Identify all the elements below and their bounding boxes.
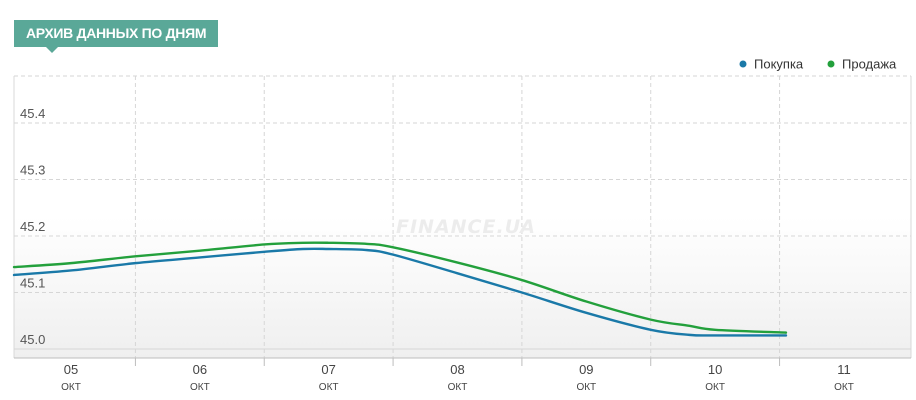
legend-sell-marker — [827, 60, 835, 68]
y-axis-labels: 45.0 45.1 45.2 45.3 45.4 — [20, 106, 45, 347]
x-axis-labels: 05 ОКТ 06 ОКТ 07 ОКТ 08 ОКТ 09 ОКТ 10 ОКТ 11 ОКТ — [61, 362, 854, 393]
x-tick-day-label: 07 — [321, 362, 335, 377]
watermark-text: FINANCE.UA — [396, 216, 536, 238]
chart-title-badge: АРХИВ ДАННЫХ ПО ДНЯМ — [14, 20, 219, 53]
legend-buy-marker — [739, 60, 747, 68]
legend-sell-label: Продажа — [842, 57, 897, 72]
x-tick-day-label: 10 — [708, 362, 722, 377]
y-tick-label: 45.3 — [20, 163, 45, 178]
x-tick-day-label: 08 — [450, 362, 464, 377]
x-tick-month-label: ОКТ — [319, 382, 339, 393]
series-line-sell — [12, 241, 788, 334]
x-tick-month-label: ОКТ — [190, 382, 210, 393]
y-tick-label: 45.2 — [20, 219, 45, 234]
x-tick-month-label: ОКТ — [576, 382, 596, 393]
x-tick-day-label: 09 — [579, 362, 593, 377]
series-line-buy — [12, 247, 788, 337]
legend-buy-label: Покупка — [754, 57, 804, 72]
y-tick-label: 45.0 — [20, 332, 45, 347]
x-tick-day-label: 11 — [837, 362, 851, 377]
series-layer — [12, 241, 788, 337]
x-tick-month-label: ОКТ — [448, 382, 468, 393]
grid — [14, 75, 911, 366]
y-tick-label: 45.1 — [20, 276, 45, 291]
x-tick-month-label: ОКТ — [705, 382, 725, 393]
y-tick-label: 45.4 — [20, 106, 45, 121]
legend: Покупка Продажа — [739, 57, 897, 72]
x-tick-month-label: ОКТ — [61, 382, 81, 393]
x-tick-month-label: ОКТ — [834, 382, 854, 393]
x-tick-day-label: 06 — [193, 362, 207, 377]
x-tick-day-label: 05 — [64, 362, 78, 377]
